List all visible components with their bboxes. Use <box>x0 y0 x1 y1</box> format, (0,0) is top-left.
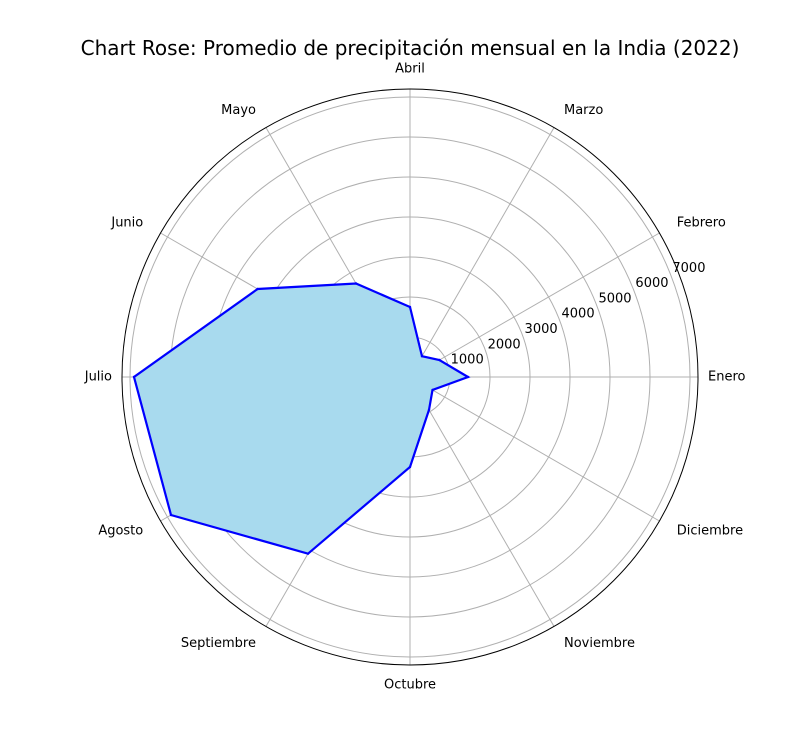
data-series <box>132 282 471 555</box>
r-tick-label-4000: 4000 <box>562 307 595 322</box>
category-label-agosto: Agosto <box>98 524 143 539</box>
outer-frame <box>121 88 699 666</box>
category-label-abril: Abril <box>395 62 425 77</box>
r-tick-label-5000: 5000 <box>598 291 631 306</box>
category-label-enero: Enero <box>708 370 746 385</box>
grid-spoke <box>409 232 660 378</box>
series-area <box>134 283 468 554</box>
category-label-febrero: Febrero <box>677 216 726 231</box>
data-point-abril <box>408 305 412 309</box>
r-tick-label-6000: 6000 <box>635 276 668 291</box>
r-tick-label-1000: 1000 <box>451 353 484 368</box>
category-label-octubre: Octubre <box>384 678 436 693</box>
grid-spoke <box>409 127 555 378</box>
data-point-diciembre <box>431 388 434 392</box>
data-point-marzo <box>420 355 424 358</box>
r-tick-label-3000: 3000 <box>525 322 558 337</box>
category-label-septiembre: Septiembre <box>181 636 256 651</box>
r-tick-label-7000: 7000 <box>672 261 705 276</box>
grid-spoke <box>409 376 660 522</box>
data-point-junio <box>256 287 259 291</box>
category-label-diciembre: Diciembre <box>677 524 743 539</box>
category-label-mayo: Mayo <box>221 103 256 118</box>
category-label-noviembre: Noviembre <box>564 636 635 651</box>
data-point-septiembre <box>306 552 310 555</box>
grid-spoke <box>409 376 555 627</box>
chart-title: Chart Rose: Promedio de precipitación me… <box>81 36 740 60</box>
data-point-enero <box>466 375 470 379</box>
data-point-mayo <box>354 282 358 285</box>
category-label-julio: Julio <box>84 370 112 385</box>
data-point-julio <box>132 375 136 379</box>
outer-circle <box>121 88 699 666</box>
data-point-agosto <box>169 513 173 517</box>
r-tick-label-2000: 2000 <box>488 337 521 352</box>
data-point-febrero <box>438 358 441 362</box>
data-point-noviembre <box>427 408 431 412</box>
data-point-octubre <box>408 465 412 469</box>
category-label-junio: Junio <box>110 216 143 231</box>
category-labels: Enero Febrero Marzo Abril Mayo Junio Julio Agos… <box>84 62 746 693</box>
category-label-marzo: Marzo <box>564 103 603 118</box>
